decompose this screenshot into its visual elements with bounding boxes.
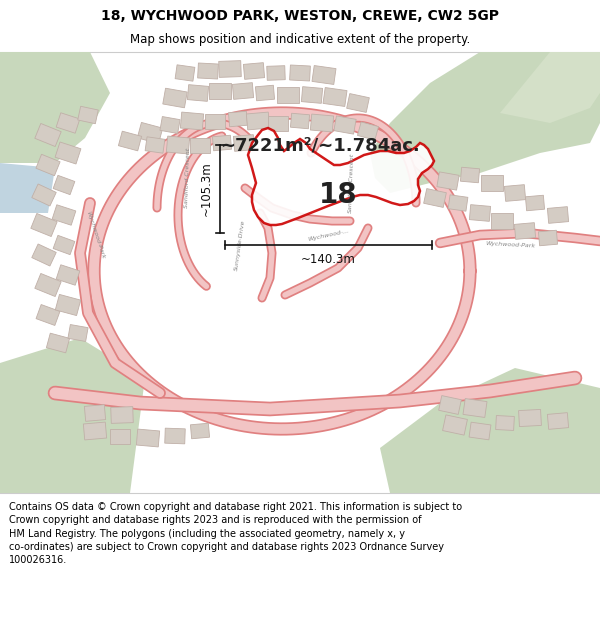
Bar xyxy=(491,213,513,229)
Bar xyxy=(290,113,310,129)
Bar xyxy=(118,131,142,151)
Bar xyxy=(460,168,479,182)
Bar xyxy=(55,142,81,164)
Polygon shape xyxy=(370,52,600,193)
Bar xyxy=(137,122,163,144)
Bar xyxy=(78,106,98,124)
Bar xyxy=(52,205,76,225)
Bar xyxy=(209,83,231,99)
Text: Contains OS data © Crown copyright and database right 2021. This information is : Contains OS data © Crown copyright and d… xyxy=(9,503,462,565)
Bar xyxy=(310,114,334,132)
Bar xyxy=(505,184,526,201)
Bar xyxy=(244,62,265,79)
Bar xyxy=(277,87,299,103)
Bar xyxy=(514,222,536,239)
Bar xyxy=(469,422,491,440)
Bar xyxy=(53,176,75,194)
Bar xyxy=(347,94,370,112)
Bar xyxy=(247,112,269,130)
Bar xyxy=(301,87,323,103)
Bar xyxy=(547,412,569,429)
Polygon shape xyxy=(380,368,600,493)
Text: ~105.3m: ~105.3m xyxy=(200,162,213,216)
Bar xyxy=(312,66,336,84)
Bar xyxy=(424,189,446,208)
Bar xyxy=(538,230,557,246)
Bar xyxy=(83,422,107,440)
Bar xyxy=(443,415,467,435)
Polygon shape xyxy=(0,52,110,163)
Bar xyxy=(469,204,491,221)
Bar xyxy=(358,122,379,140)
Bar xyxy=(68,324,88,341)
Bar xyxy=(55,294,80,316)
Bar xyxy=(323,88,347,106)
Bar xyxy=(526,195,545,211)
Text: ~140.3m: ~140.3m xyxy=(301,253,356,266)
Bar xyxy=(163,88,187,107)
Bar xyxy=(197,63,218,79)
Text: Sunnyside·Drive: Sunnyside·Drive xyxy=(234,219,246,271)
Bar xyxy=(437,172,459,190)
Bar xyxy=(267,66,285,80)
Bar xyxy=(212,135,232,151)
Bar xyxy=(36,154,60,176)
Bar xyxy=(35,124,61,146)
Polygon shape xyxy=(0,338,145,493)
Bar xyxy=(448,195,468,211)
Bar xyxy=(32,244,56,266)
Text: Wychwood·...: Wychwood·... xyxy=(307,228,349,242)
Bar xyxy=(463,399,487,418)
Bar xyxy=(166,136,190,154)
Bar xyxy=(190,138,210,152)
Bar xyxy=(268,116,288,131)
Bar xyxy=(110,429,130,444)
Bar xyxy=(190,423,209,439)
Text: 18, WYCHWOOD PARK, WESTON, CREWE, CW2 5GP: 18, WYCHWOOD PARK, WESTON, CREWE, CW2 5G… xyxy=(101,9,499,22)
Text: Sandiford·Crescent: Sandiford·Crescent xyxy=(349,152,356,213)
Polygon shape xyxy=(0,163,55,213)
Bar xyxy=(56,112,80,133)
Text: Sandiford Crescent: Sandiford Crescent xyxy=(184,148,191,208)
Text: Map shows position and indicative extent of the property.: Map shows position and indicative extent… xyxy=(130,32,470,46)
Text: Wychwood·Park: Wychwood·Park xyxy=(485,241,535,249)
Bar xyxy=(85,404,106,421)
Bar xyxy=(32,184,56,206)
Bar xyxy=(518,409,541,427)
Bar xyxy=(219,61,241,78)
Bar xyxy=(439,396,461,414)
Bar xyxy=(175,65,195,81)
Bar xyxy=(36,304,60,326)
Polygon shape xyxy=(500,52,600,123)
Bar xyxy=(145,137,165,153)
Bar xyxy=(547,207,569,223)
Polygon shape xyxy=(248,128,434,225)
Bar xyxy=(232,82,254,99)
Bar xyxy=(35,274,61,296)
Text: ~7221m²/~1.784ac.: ~7221m²/~1.784ac. xyxy=(220,136,420,154)
Bar xyxy=(31,214,57,236)
Bar xyxy=(53,236,75,254)
Text: Wychwood·Park: Wychwood·Park xyxy=(85,211,105,259)
Bar xyxy=(233,134,254,151)
Bar xyxy=(334,116,356,134)
Bar xyxy=(46,333,70,353)
Bar xyxy=(205,114,225,129)
Bar xyxy=(160,116,180,134)
Bar xyxy=(111,407,133,423)
Bar xyxy=(165,428,185,444)
Bar xyxy=(136,429,160,447)
Text: 18: 18 xyxy=(319,181,358,209)
Bar xyxy=(290,65,310,81)
Bar xyxy=(181,112,203,130)
Bar xyxy=(256,85,275,101)
Bar xyxy=(187,84,209,101)
Bar xyxy=(496,416,514,431)
Bar xyxy=(229,111,248,127)
Bar xyxy=(481,175,503,191)
Bar xyxy=(56,265,80,285)
